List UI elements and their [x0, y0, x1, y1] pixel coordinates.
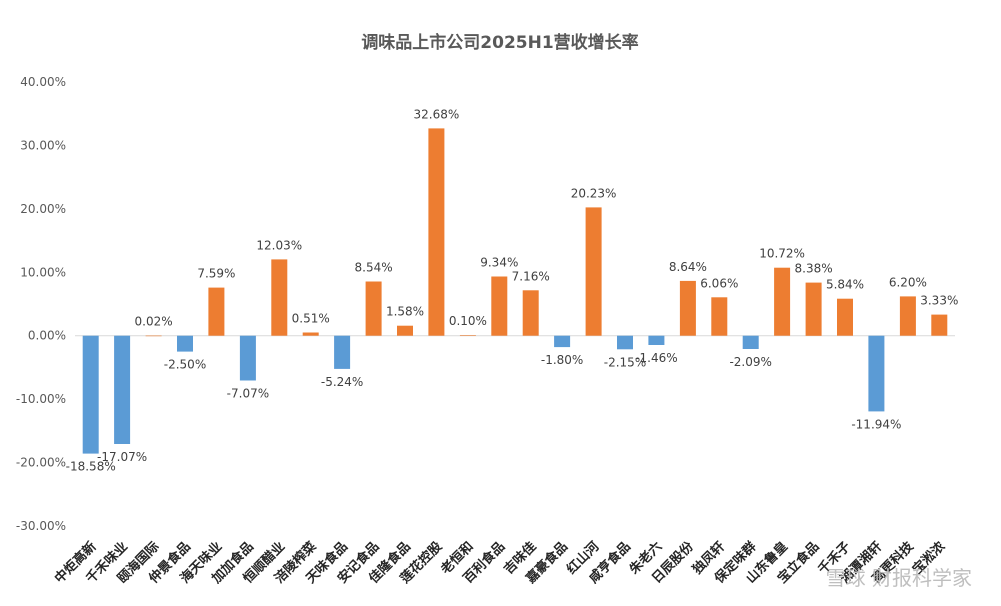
data-label: -2.50% [164, 358, 206, 372]
data-label: 0.51% [292, 312, 330, 326]
data-label: -7.07% [227, 387, 269, 401]
bar [899, 296, 916, 336]
data-label: 10.72% [759, 247, 805, 261]
bar [742, 335, 759, 349]
data-label: 8.64% [669, 260, 707, 274]
bar [868, 335, 885, 412]
data-label: 9.34% [480, 256, 518, 270]
bar [491, 276, 508, 336]
bar [774, 267, 791, 336]
bar [208, 287, 225, 336]
bar [145, 335, 162, 337]
data-label: 7.16% [512, 269, 550, 283]
bar [428, 128, 445, 336]
data-label-layer: -18.58%-17.07% 0.02% -2.50% 7.59% -7.07% 12.0… [66, 107, 959, 473]
bar [334, 335, 351, 369]
y-tick-label: 0.00% [28, 329, 66, 343]
bar [585, 207, 602, 336]
x-tick-layer: 中炬高新千禾味业颐海国际仲景食品海天味业加加食品恒顺醋业涪陵榨菜天味食品安记食品… [51, 538, 948, 587]
bar [679, 280, 696, 336]
y-tick-label: 30.00% [20, 138, 66, 152]
data-label: 5.84% [826, 278, 864, 292]
bar [302, 332, 319, 336]
data-label: 32.68% [414, 107, 460, 121]
bar [459, 335, 476, 336]
data-label: 0.02% [135, 315, 173, 329]
data-label: 0.10% [449, 314, 487, 328]
y-tick-label: -10.00% [16, 392, 66, 406]
bar [522, 290, 539, 336]
bar [114, 335, 131, 444]
data-label: 1.58% [386, 305, 424, 319]
data-label: -18.58% [66, 460, 116, 474]
bar [397, 325, 413, 336]
data-label: 6.20% [889, 275, 927, 289]
data-label: 12.03% [256, 238, 302, 252]
y-tick-label: 20.00% [20, 202, 66, 216]
data-label: -17.07% [97, 450, 147, 464]
data-label: -2.09% [729, 355, 771, 369]
bar [648, 335, 665, 345]
bar [365, 281, 382, 336]
bar [711, 297, 728, 336]
data-label: -11.94% [851, 417, 901, 431]
bar [931, 314, 948, 336]
data-label: 6.06% [700, 276, 738, 290]
data-label: 20.23% [571, 186, 617, 200]
data-label: -5.24% [321, 375, 363, 389]
data-label: -1.80% [541, 353, 583, 367]
data-label: -2.15% [604, 355, 646, 369]
y-tick-label: -30.00% [16, 519, 66, 533]
bar [805, 282, 822, 336]
data-label: 8.38% [795, 262, 833, 276]
y-tick-label: 40.00% [20, 75, 66, 89]
bar-layer [82, 128, 948, 454]
bar [177, 335, 193, 352]
watermark-text: 雪球 财报科学家 [826, 566, 972, 590]
data-label: 7.59% [197, 267, 235, 281]
data-label: 8.54% [355, 261, 393, 275]
chart-title: 调味品上市公司2025H1营收增长率 [361, 32, 638, 53]
data-label: 3.33% [920, 294, 958, 308]
bar [239, 335, 256, 381]
data-label: -1.46% [635, 351, 677, 365]
y-tick-label: 10.00% [20, 265, 66, 279]
bar [617, 335, 633, 350]
bar [271, 259, 288, 336]
bar [82, 335, 99, 454]
y-tick-label: -20.00% [16, 456, 66, 470]
bar [837, 298, 853, 336]
bar [554, 335, 571, 348]
axis-layer: 40.00% 30.00% 20.00% 10.00% 0.00% -10.00% -20.… [16, 75, 955, 533]
